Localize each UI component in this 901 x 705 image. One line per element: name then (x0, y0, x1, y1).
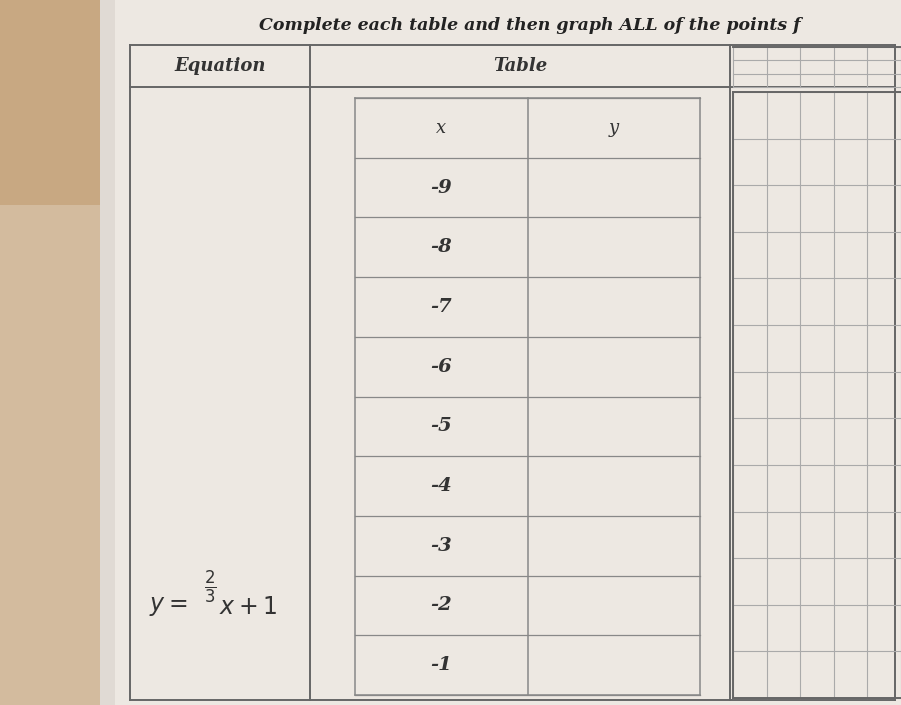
Text: Equation: Equation (174, 57, 266, 75)
Text: -3: -3 (431, 537, 452, 555)
Text: -1: -1 (431, 656, 452, 674)
Text: Complete each table and then graph ALL of the points f: Complete each table and then graph ALL o… (259, 17, 801, 34)
Text: $x + 1$: $x + 1$ (219, 596, 278, 618)
Text: -8: -8 (431, 238, 452, 256)
Text: -4: -4 (431, 477, 452, 495)
FancyBboxPatch shape (100, 0, 115, 705)
Text: $\frac{2}{3}$: $\frac{2}{3}$ (204, 568, 216, 606)
FancyBboxPatch shape (0, 0, 140, 205)
Text: -9: -9 (431, 178, 452, 197)
FancyBboxPatch shape (100, 0, 901, 705)
Text: -7: -7 (431, 298, 452, 316)
FancyBboxPatch shape (0, 0, 115, 705)
Text: $y = $: $y = $ (149, 596, 187, 618)
Text: y: y (609, 119, 619, 137)
Text: Table: Table (493, 57, 547, 75)
Text: -5: -5 (431, 417, 452, 436)
Text: -2: -2 (431, 596, 452, 615)
Text: x: x (436, 119, 446, 137)
Text: -6: -6 (431, 357, 452, 376)
